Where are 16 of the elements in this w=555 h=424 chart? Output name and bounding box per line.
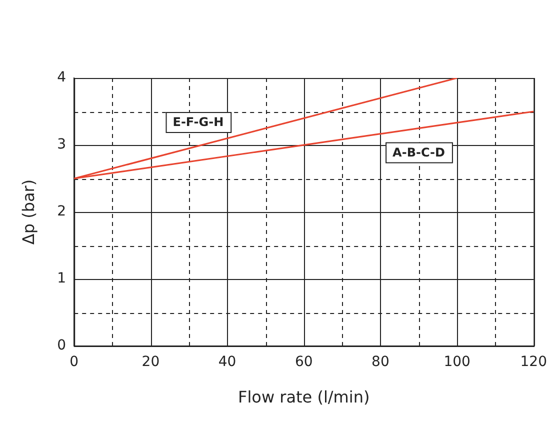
y-tick-label: 2 xyxy=(57,204,66,220)
x-tick-label: 60 xyxy=(294,354,313,370)
x-tick-label: 20 xyxy=(142,354,160,370)
y-tick-label: 4 xyxy=(57,70,66,86)
series-label: E-F-G-H xyxy=(172,115,224,130)
y-axis-title: Δp (bar) xyxy=(18,179,38,245)
x-tick-label: 80 xyxy=(372,354,390,370)
x-tick-label: 0 xyxy=(70,354,79,370)
x-tick-label: 100 xyxy=(444,354,470,370)
y-tick-label: 0 xyxy=(57,338,66,354)
series-label: A-B-C-D xyxy=(392,145,445,160)
y-tick-label: 1 xyxy=(57,270,66,287)
x-axis-title: Flow rate (l/min) xyxy=(238,388,370,407)
y-tick-label: 3 xyxy=(57,136,66,153)
x-tick-label: 40 xyxy=(218,354,236,370)
x-tick-label: 120 xyxy=(520,354,548,370)
